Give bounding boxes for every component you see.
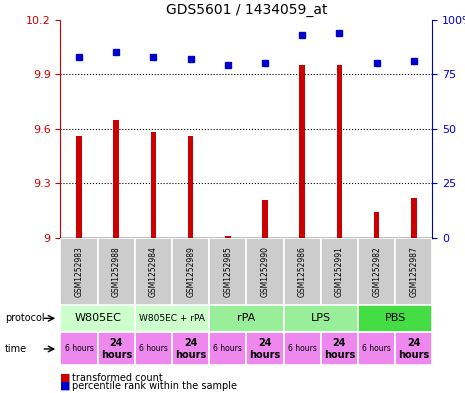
Text: GSM1252985: GSM1252985	[223, 246, 232, 297]
Bar	[284, 238, 321, 305]
Text: GSM1252983: GSM1252983	[74, 246, 84, 297]
Text: rPA: rPA	[237, 313, 256, 323]
Bar	[209, 332, 246, 365]
Bar	[188, 136, 193, 238]
Text: GSM1252991: GSM1252991	[335, 246, 344, 297]
Bar	[60, 238, 98, 305]
Bar	[209, 238, 246, 305]
Bar	[135, 238, 172, 305]
Bar	[98, 238, 135, 305]
Bar	[209, 305, 284, 332]
Text: protocol: protocol	[5, 313, 44, 323]
Text: GSM1252990: GSM1252990	[260, 246, 270, 297]
Text: ■: ■	[60, 373, 71, 383]
Text: GSM1252984: GSM1252984	[149, 246, 158, 297]
Text: 24
hours: 24 hours	[398, 338, 430, 360]
Text: 6 hours: 6 hours	[139, 344, 168, 353]
Bar	[284, 305, 358, 332]
Text: ■: ■	[60, 381, 71, 391]
Bar	[113, 119, 119, 238]
Text: transformed count: transformed count	[72, 373, 163, 383]
Text: GSM1252986: GSM1252986	[298, 246, 307, 297]
Text: W805EC + rPA: W805EC + rPA	[139, 314, 205, 323]
Text: GSM1252988: GSM1252988	[112, 246, 121, 297]
Bar	[299, 65, 305, 238]
Bar	[98, 332, 135, 365]
Bar	[395, 332, 432, 365]
Text: GSM1252987: GSM1252987	[409, 246, 418, 297]
Bar	[358, 238, 395, 305]
Bar	[76, 136, 82, 238]
Bar	[374, 212, 379, 238]
Text: percentile rank within the sample: percentile rank within the sample	[72, 381, 237, 391]
Text: 24
hours: 24 hours	[175, 338, 206, 360]
Text: PBS: PBS	[385, 313, 406, 323]
Text: 6 hours: 6 hours	[213, 344, 242, 353]
Bar	[246, 238, 284, 305]
Bar	[337, 65, 342, 238]
Bar	[321, 238, 358, 305]
Text: GSM1252982: GSM1252982	[372, 246, 381, 297]
Bar	[172, 332, 209, 365]
Bar	[225, 236, 231, 238]
Text: 6 hours: 6 hours	[288, 344, 317, 353]
Bar	[135, 332, 172, 365]
Text: time: time	[5, 344, 27, 354]
Text: W805EC: W805EC	[74, 313, 121, 323]
Bar	[262, 200, 268, 238]
Text: LPS: LPS	[311, 313, 331, 323]
Text: 6 hours: 6 hours	[65, 344, 93, 353]
Bar	[135, 305, 209, 332]
Text: 24
hours: 24 hours	[249, 338, 281, 360]
Text: 6 hours: 6 hours	[362, 344, 391, 353]
Bar	[246, 332, 284, 365]
Text: GSM1252989: GSM1252989	[186, 246, 195, 297]
Bar	[411, 198, 417, 238]
Text: 24
hours: 24 hours	[100, 338, 132, 360]
Bar	[151, 132, 156, 238]
Bar	[172, 238, 209, 305]
Title: GDS5601 / 1434059_at: GDS5601 / 1434059_at	[166, 3, 327, 17]
Bar	[395, 238, 432, 305]
Bar	[60, 305, 135, 332]
Bar	[358, 332, 395, 365]
Bar	[358, 305, 432, 332]
Bar	[60, 332, 98, 365]
Text: 24
hours: 24 hours	[324, 338, 355, 360]
Bar	[284, 332, 321, 365]
Bar	[321, 332, 358, 365]
